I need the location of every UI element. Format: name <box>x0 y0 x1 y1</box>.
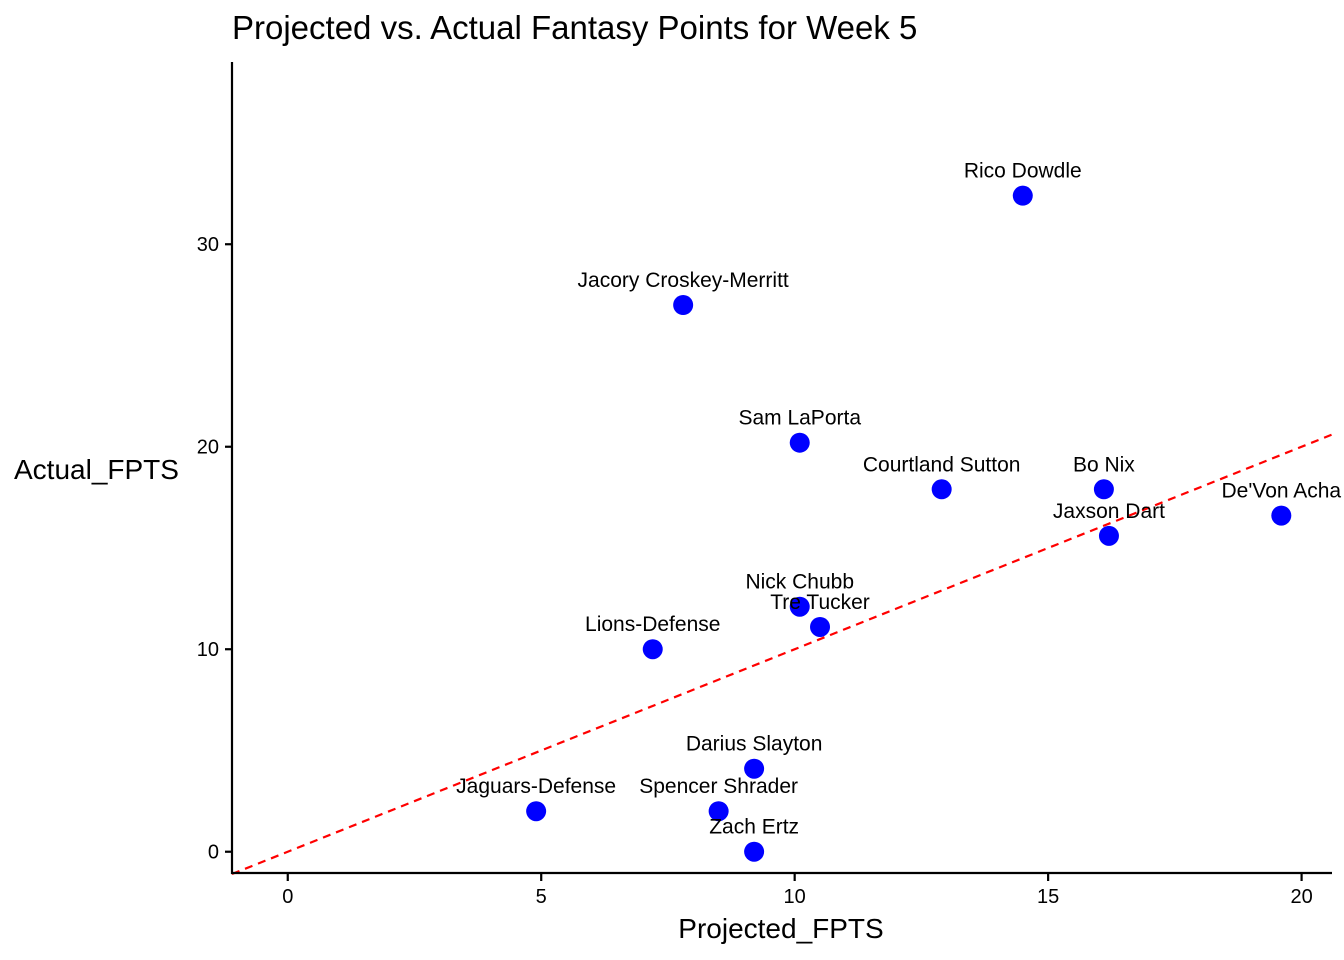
chart-title: Projected vs. Actual Fantasy Points for … <box>232 9 917 46</box>
x-tick-label: 5 <box>536 886 547 908</box>
data-point <box>789 596 810 617</box>
point-label: Sam LaPorta <box>738 407 861 430</box>
data-point <box>642 639 663 660</box>
point-label: Bo Nix <box>1073 453 1135 476</box>
data-point <box>1012 185 1033 206</box>
data-point <box>1093 479 1114 500</box>
data-point <box>708 801 729 822</box>
x-axis-ticks: 0 5 10 15 20 <box>282 874 1313 908</box>
data-point <box>789 432 810 453</box>
reference-line <box>231 433 1333 876</box>
x-tick-label: 0 <box>282 886 293 908</box>
point-label: Nick Chubb <box>745 571 854 594</box>
point-label: Jaxson Dart <box>1053 500 1165 523</box>
data-point <box>1271 505 1292 526</box>
point-label: Darius Slayton <box>686 733 823 756</box>
point-label: Courtland Sutton <box>863 453 1021 476</box>
x-tick-label: 15 <box>1037 886 1059 908</box>
y-tick-label: 10 <box>197 639 219 661</box>
data-point <box>931 479 952 500</box>
data-point <box>744 841 765 862</box>
y-tick-label: 20 <box>197 437 219 459</box>
point-label: Rico Dowdle <box>964 160 1082 183</box>
point-label: De'Von Acha <box>1222 480 1342 503</box>
y-tick-label: 30 <box>197 234 219 256</box>
data-point <box>526 801 547 822</box>
x-axis-title: Projected_FPTS <box>678 913 883 944</box>
x-tick-label: 20 <box>1290 886 1312 908</box>
point-label: Spencer Shrader <box>639 775 798 798</box>
point-label: Zach Ertz <box>709 816 799 839</box>
y-tick-label: 0 <box>208 842 219 864</box>
point-label: Lions-Defense <box>585 613 720 636</box>
y-axis-title: Actual_FPTS <box>14 454 179 485</box>
y-axis-ticks: 0 10 20 30 <box>197 234 232 864</box>
plot-area: Rico Dowdle Jacory Croskey-Merritt Sam LaP… <box>231 160 1342 876</box>
point-label: Jaguars-Defense <box>456 775 616 798</box>
point-label: Jacory Croskey-Merritt <box>578 269 789 292</box>
data-point <box>1098 525 1119 546</box>
data-point <box>744 758 765 779</box>
point-label: Tre Tucker <box>770 591 870 614</box>
data-point <box>810 616 831 637</box>
data-point <box>673 294 694 315</box>
x-tick-label: 10 <box>784 886 806 908</box>
